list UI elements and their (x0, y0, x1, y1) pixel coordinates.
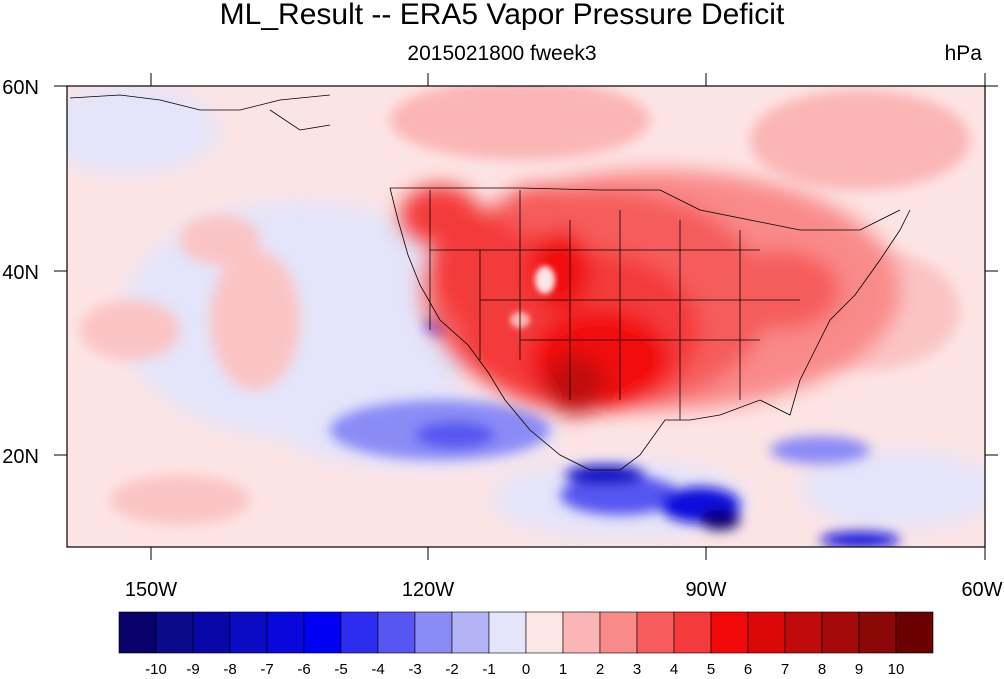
units-label: hPa (944, 42, 982, 65)
colorbar-swatch (488, 611, 527, 654)
colorbar-swatch (525, 611, 564, 654)
colorbar-swatch (118, 611, 157, 654)
colorbar-tick-label: -6 (297, 661, 310, 678)
colorbar-tick-label: 7 (781, 661, 789, 678)
colorbar-tick-label: -10 (145, 661, 167, 678)
colorbar-tick-label: 10 (888, 661, 905, 678)
lon-label-120w: 120W (402, 579, 454, 601)
colorbar-tick-label: 8 (818, 661, 826, 678)
colorbar-tick-label: -2 (445, 661, 458, 678)
map-frame (66, 85, 986, 548)
colorbar-tick-label: 0 (522, 661, 530, 678)
colorbar-tick-label: 4 (670, 661, 678, 678)
colorbar-tick-label: 6 (744, 661, 752, 678)
vpd-field (67, 86, 985, 547)
colorbar-swatch (562, 611, 601, 654)
colorbar-swatch (377, 611, 416, 654)
colorbar-tick-label: -7 (260, 661, 273, 678)
lat-label-20n: 20N (2, 446, 39, 468)
colorbar-swatch (858, 611, 897, 654)
lat-label-60n: 60N (2, 77, 39, 99)
lon-label-60w: 60W (961, 579, 1002, 601)
colorbar-swatch (599, 611, 638, 654)
lat-label-40n: 40N (2, 262, 39, 284)
colorbar-tick-label: -1 (482, 661, 495, 678)
lon-label-90w: 90W (685, 579, 726, 601)
colorbar-swatch (636, 611, 675, 654)
coastlines (69, 94, 911, 471)
colorbar-swatch (710, 611, 749, 654)
colorbar-swatch (451, 611, 490, 654)
axis-ticks (54, 73, 998, 560)
colorbar-swatch (192, 611, 231, 654)
colorbar-tick-label: 9 (855, 661, 863, 678)
us-high-anomaly (400, 170, 900, 415)
colorbar-tick-label: -9 (186, 661, 199, 678)
colorbar-swatch (414, 611, 453, 654)
colorbar-swatch (673, 611, 712, 654)
lon-label-150w: 150W (125, 579, 177, 601)
colorbar-tick-label: -8 (223, 661, 236, 678)
map-subtitle: 2015021800 fweek3 (407, 42, 597, 65)
colorbar-swatch (895, 611, 934, 654)
colorbar-tick-label: 5 (707, 661, 715, 678)
colorbar-swatch (303, 611, 342, 654)
colorbar-swatch (747, 611, 786, 654)
colorbar: -10 -9 -8 -7 -6 -5 -4 -3 -2 -1 0 1 2 3 4 5 6 7 8 9 10 (118, 611, 934, 678)
colorbar-tick-label: 2 (596, 661, 604, 678)
colorbar-swatch (266, 611, 305, 654)
map-title: ML_Result -- ERA5 Vapor Pressure Deficit (219, 0, 785, 31)
colorbar-tick-label: -3 (408, 661, 421, 678)
colorbar-tick-label: 1 (559, 661, 567, 678)
colorbar-swatch (821, 611, 860, 654)
colorbar-swatch (340, 611, 379, 654)
colorbar-tick-label: -5 (334, 661, 347, 678)
colorbar-swatch (155, 611, 194, 654)
colorbar-tick-label: -4 (371, 661, 384, 678)
colorbar-swatch (229, 611, 268, 654)
colorbar-tick-label: 3 (633, 661, 641, 678)
colorbar-swatch (784, 611, 823, 654)
